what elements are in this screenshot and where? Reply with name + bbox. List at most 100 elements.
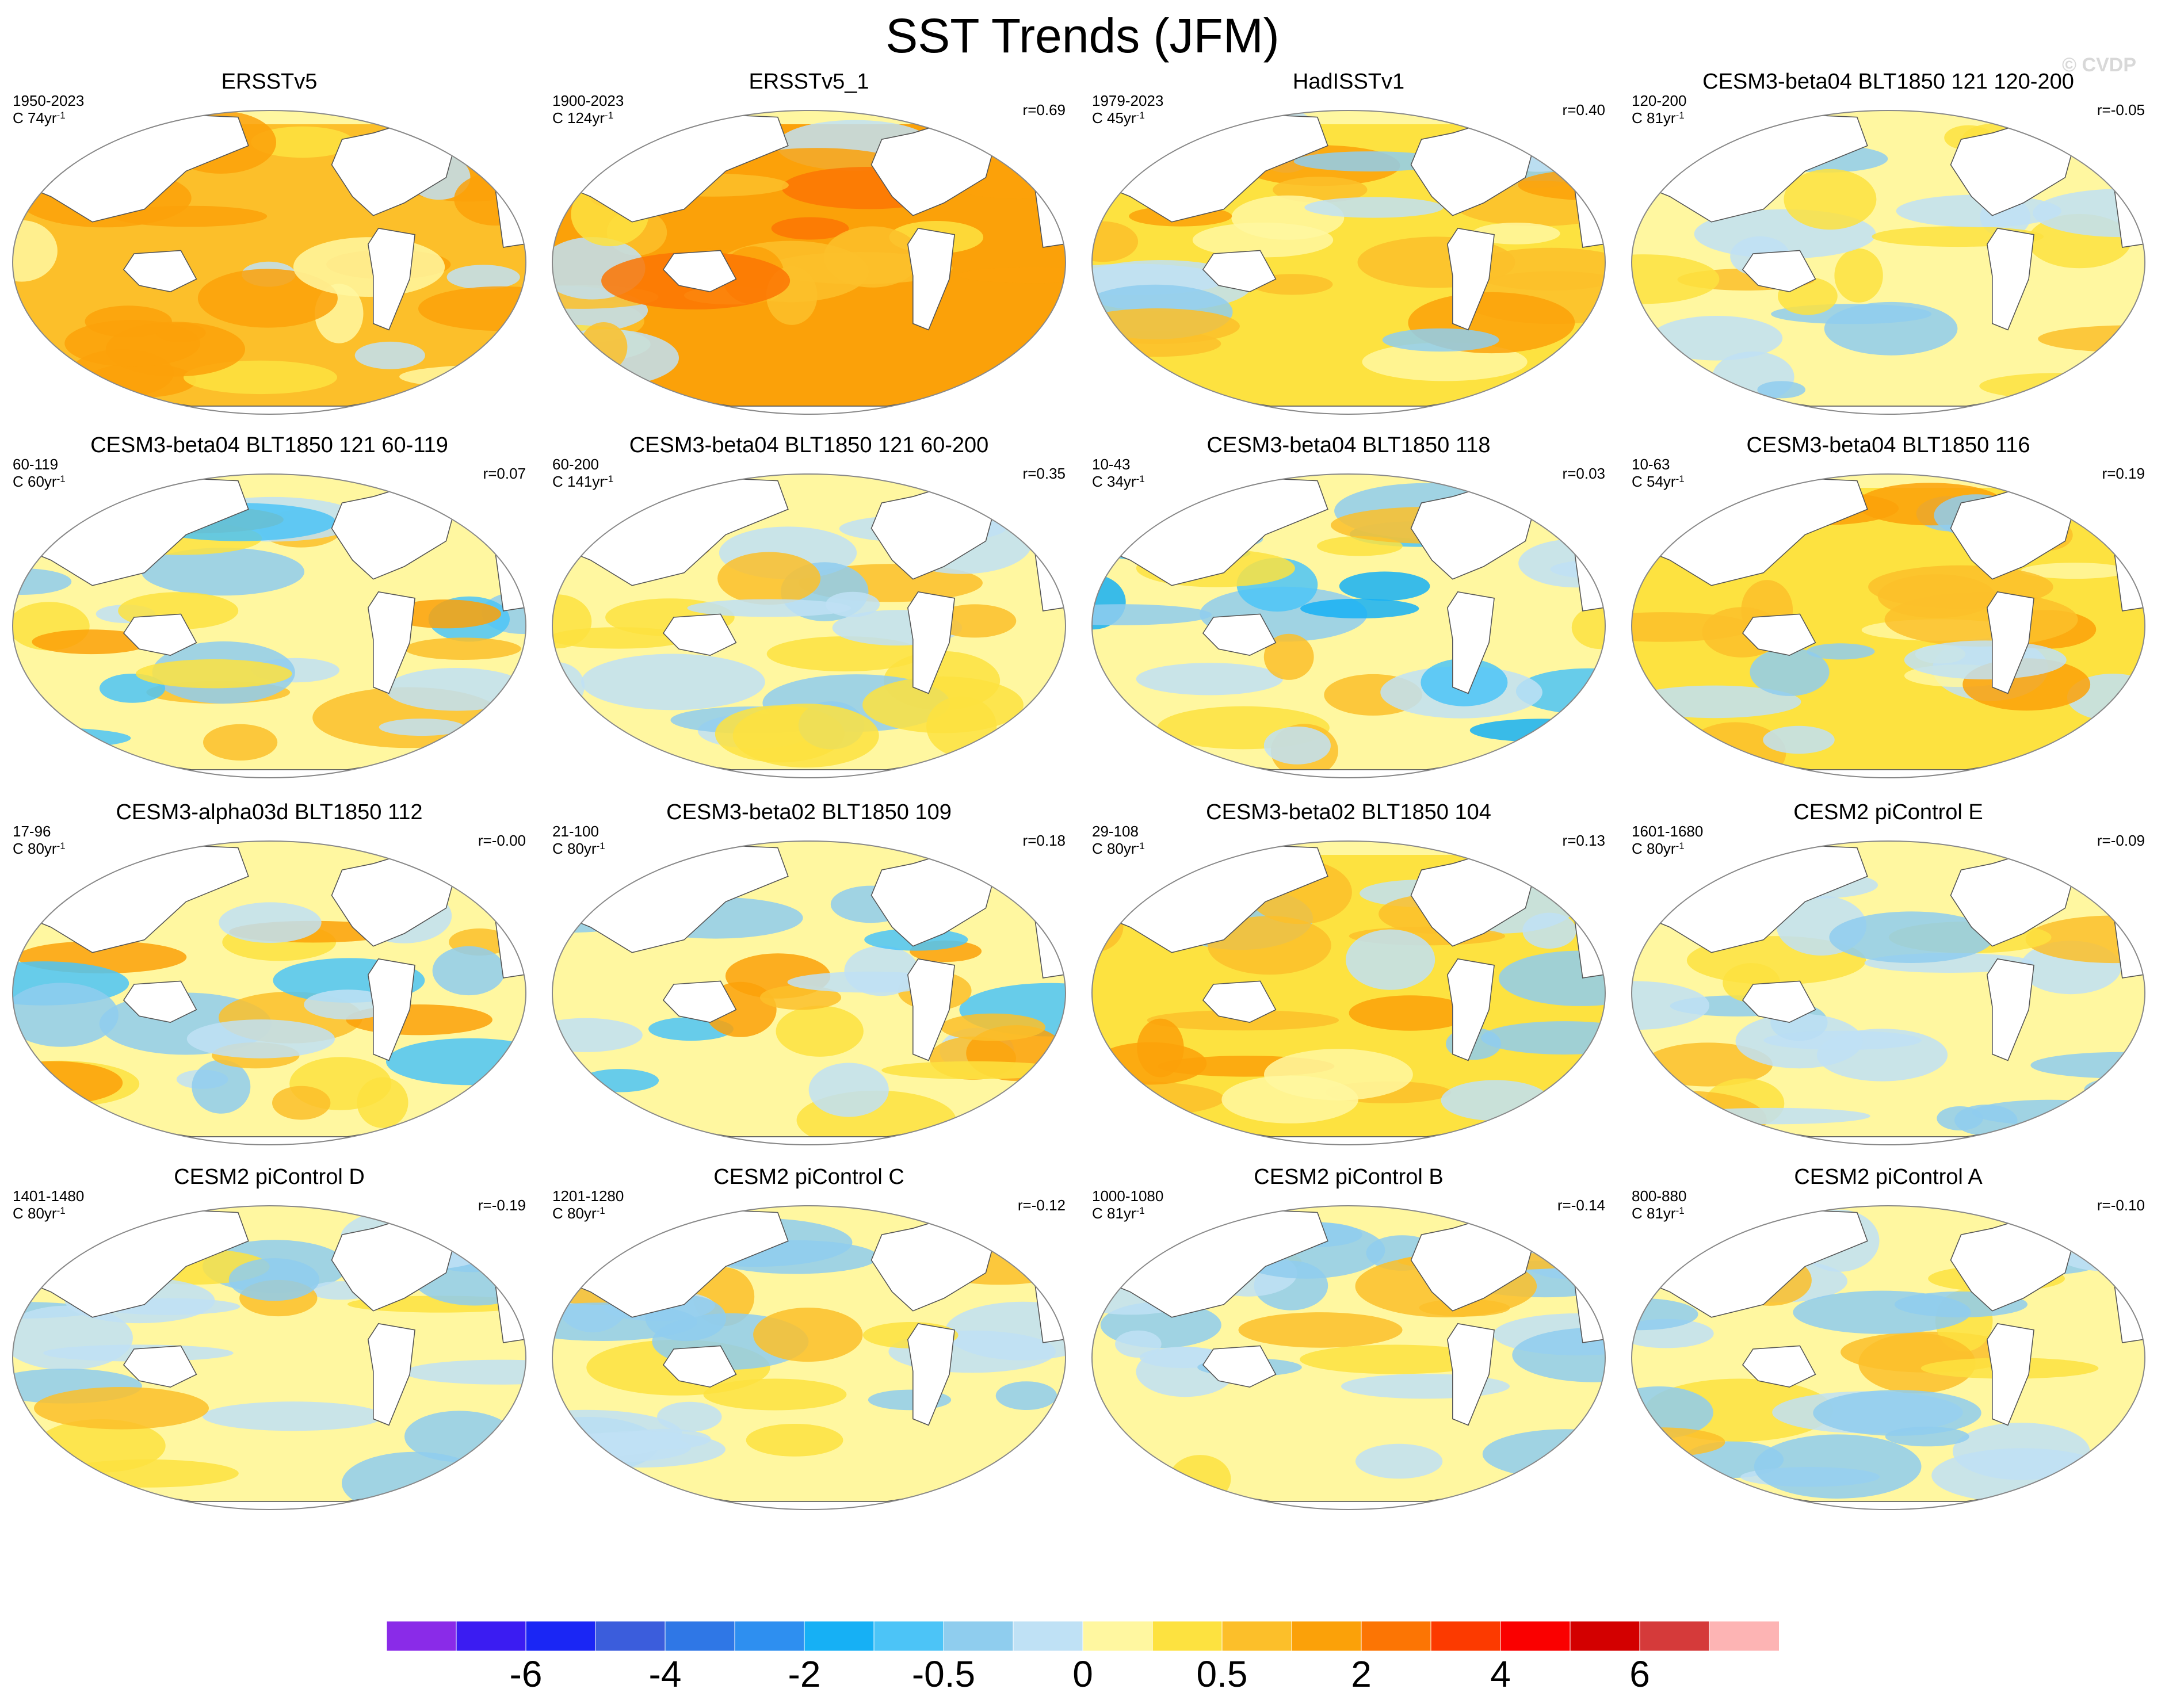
land-mass <box>964 474 1007 504</box>
trend-contour <box>1238 1312 1403 1348</box>
panel-title: CESM2 piControl D <box>174 1165 365 1189</box>
colorbar-tick-label: -4 <box>648 1653 682 1695</box>
land-mass <box>964 841 1007 871</box>
panel-title: CESM2 piControl C <box>713 1165 904 1189</box>
panel-correlation: r=-0.05 <box>2097 101 2145 119</box>
trend-contour <box>1498 950 1605 1006</box>
land-mass <box>1446 1323 1495 1426</box>
trend-contour <box>581 1069 659 1092</box>
map-outline <box>1631 110 2145 415</box>
trend-contour <box>13 1305 133 1370</box>
panel-title: HadISSTv1 <box>1292 70 1405 94</box>
trend-contour <box>404 1359 526 1385</box>
panel-title: CESM3-beta04 BLT1850 121 120-200 <box>1702 70 2074 94</box>
trend-contour <box>826 591 880 617</box>
panel-correlation: r=0.03 <box>1562 465 1605 482</box>
map-outline <box>552 473 1066 778</box>
trend-contour <box>1092 1070 1119 1103</box>
sst-trend-map <box>552 1205 1066 1510</box>
trend-contour <box>1300 1344 1492 1374</box>
trend-contour <box>1349 995 1472 1031</box>
trend-contour <box>1300 598 1419 618</box>
panel-correlation: r=0.35 <box>1022 465 1066 482</box>
trend-contour <box>1137 1018 1184 1077</box>
map-outline <box>1091 473 1606 778</box>
trend-contour <box>862 676 1024 733</box>
colorbar-swatch <box>1709 1621 1779 1651</box>
sst-trend-map <box>1091 110 1606 415</box>
trend-contour <box>687 599 851 617</box>
panel-sample-count: C 80yr-1 <box>1632 840 1685 857</box>
trend-contour <box>1512 1327 1605 1382</box>
colorbar-swatch <box>734 1621 805 1651</box>
trend-contour <box>940 1013 1046 1041</box>
trend-contour <box>1192 222 1334 258</box>
panel-correlation: r=0.13 <box>1562 832 1605 849</box>
panel-years: 800-880 <box>1632 1187 1687 1205</box>
colorbar-swatch <box>1500 1621 1571 1651</box>
trend-contour <box>703 1378 847 1411</box>
sst-trend-map <box>1091 840 1606 1145</box>
trend-contour <box>2091 350 2145 376</box>
land-mass <box>367 1323 415 1426</box>
panel-years: 1979-2023 <box>1092 92 1164 109</box>
panel-years: 17-96 <box>13 823 51 840</box>
trend-contour <box>1382 328 1499 352</box>
trend-contour <box>1632 254 1720 304</box>
trend-contour <box>1469 719 1605 742</box>
panel-title: CESM2 piControl A <box>1794 1165 1983 1189</box>
map-panel: CESM3-beta04 BLT1850 121 60-200 60-200 C 1… <box>542 433 1076 801</box>
map-outline <box>552 110 1066 415</box>
panel-sample-count: C 34yr-1 <box>1092 473 1145 490</box>
trend-contour <box>1632 1386 1713 1439</box>
map-panel: CESM3-beta04 BLT1850 121 60-119 60-119 C 6… <box>2 433 536 801</box>
land-mass <box>2043 841 2087 871</box>
map-panel: CESM2 piControl C 1201-1280 C 80yr-1 r=-0.1… <box>542 1164 1076 1533</box>
trend-contour <box>1632 1229 1673 1248</box>
map-panel: CESM3-beta04 BLT1850 116 10-63 C 54yr-1 r=0… <box>1621 433 2155 801</box>
land-mass <box>1986 1323 2034 1426</box>
map-outline <box>1091 110 1606 415</box>
map-panel: CESM2 piControl E 1601-1680 C 80yr-1 r=-0.0… <box>1621 800 2155 1168</box>
panel-correlation: r=-0.19 <box>478 1197 526 1214</box>
colorbar-tick-label: 2 <box>1351 1653 1372 1695</box>
trend-contour <box>552 594 592 649</box>
panel-sample-count: C 124yr-1 <box>552 109 614 127</box>
land-mass <box>424 110 468 140</box>
land-mass <box>1202 250 1277 293</box>
trend-contour <box>776 1006 864 1057</box>
figure-title: SST Trends (JFM) <box>885 9 1280 63</box>
land-mass <box>123 1345 197 1388</box>
colorbar-swatch <box>1221 1621 1292 1651</box>
colorbar <box>387 1621 1779 1651</box>
trend-contour <box>1441 1080 1549 1121</box>
colorbar-swatch <box>525 1621 596 1651</box>
map-outline <box>12 110 526 415</box>
land-mass <box>123 613 197 656</box>
panel-sample-count: C 80yr-1 <box>13 1205 66 1222</box>
trend-contour <box>379 719 465 736</box>
land-mass <box>907 958 955 1061</box>
trend-contour <box>552 1431 726 1468</box>
sst-trend-map <box>1631 840 2145 1145</box>
trend-contour <box>1355 1443 1443 1479</box>
land-mass <box>964 1206 1007 1236</box>
land-mass <box>1446 958 1495 1061</box>
trend-contour <box>135 659 292 689</box>
land-mass <box>1742 250 1816 293</box>
colorbar-swatch <box>387 1621 457 1651</box>
trend-contour <box>995 1381 1057 1410</box>
panel-title: ERSSTv5 <box>221 70 318 94</box>
trend-contour <box>389 599 502 629</box>
map-panel: CESM3-beta04 BLT1850 121 120-200 120-200 C… <box>1621 69 2155 437</box>
panel-sample-count: C 80yr-1 <box>552 1205 605 1222</box>
colorbar-tick-label: -2 <box>788 1653 821 1695</box>
land-mass <box>662 1345 737 1388</box>
colorbar-swatch <box>1361 1621 1431 1651</box>
cvdp-credit: © CVDP <box>2062 54 2136 76</box>
land-mass <box>1742 613 1816 656</box>
land-mass <box>907 591 955 694</box>
land-mass <box>367 591 415 694</box>
trend-contour <box>1632 370 1700 399</box>
panel-sample-count: C 81yr-1 <box>1092 1205 1145 1222</box>
